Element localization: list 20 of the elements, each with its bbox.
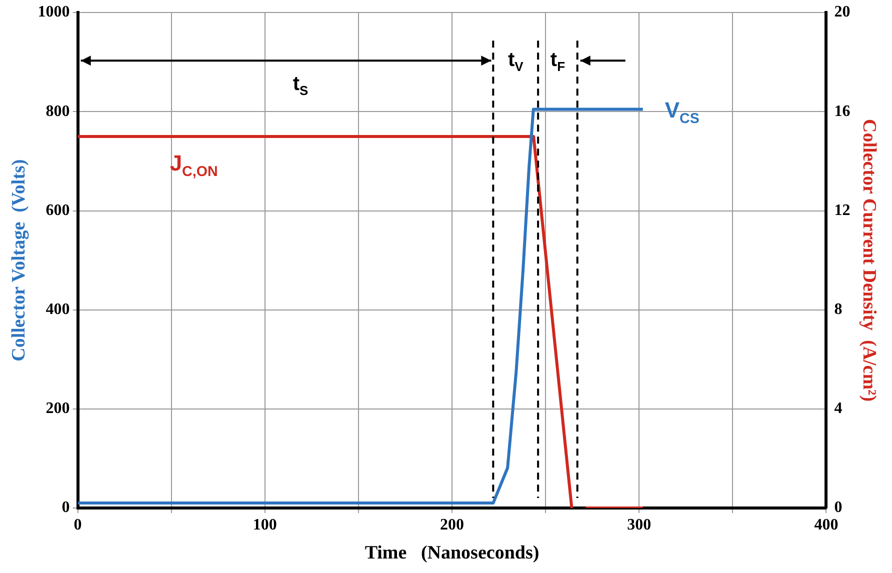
y-tick-label: 1000 [38, 4, 70, 21]
y2-axis-title: Collector Current Density (A/cm²) [858, 119, 880, 402]
y-tick-label: 0 [62, 499, 70, 516]
x-axis-title: Time (Nanoseconds) [364, 542, 540, 564]
y-tick-label: 400 [46, 300, 70, 318]
x-tick-label: 0 [74, 516, 82, 534]
x-tick-label: 200 [440, 516, 464, 534]
y-tick-label: 600 [46, 202, 70, 219]
y-axis-title: Collector Voltage (Volts) [8, 159, 30, 362]
y2-tick-label: 4 [834, 400, 842, 418]
x-tick-label: 400 [814, 516, 838, 534]
y-tick-label: 200 [46, 400, 70, 418]
x-tick-label: 300 [627, 516, 652, 534]
y2-tick-label: 0 [834, 499, 842, 516]
x-tick-label: 100 [252, 516, 277, 534]
y2-tick-label: 12 [834, 202, 850, 219]
y2-tick-label: 8 [834, 300, 842, 318]
y2-tick-label: 20 [834, 4, 850, 21]
y-tick-label: 800 [46, 102, 70, 120]
y2-tick-label: 16 [834, 102, 850, 120]
